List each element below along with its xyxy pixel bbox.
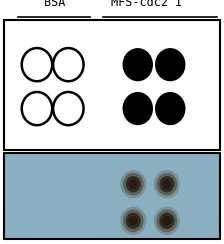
Circle shape: [123, 210, 144, 232]
Circle shape: [126, 213, 141, 229]
Text: BSA: BSA: [44, 0, 66, 9]
Circle shape: [22, 48, 52, 81]
Circle shape: [120, 207, 146, 235]
Bar: [4, 152, 220, 239]
Bar: [4, 20, 220, 150]
Circle shape: [123, 48, 153, 81]
Circle shape: [155, 48, 185, 81]
Circle shape: [129, 179, 138, 189]
Circle shape: [129, 216, 138, 226]
Circle shape: [123, 173, 144, 195]
Circle shape: [120, 170, 146, 198]
Circle shape: [53, 48, 84, 81]
Circle shape: [123, 92, 153, 125]
Circle shape: [126, 176, 141, 193]
Circle shape: [157, 210, 177, 232]
Circle shape: [22, 92, 52, 125]
Circle shape: [53, 92, 84, 125]
Circle shape: [154, 207, 180, 235]
Circle shape: [159, 176, 174, 193]
Circle shape: [157, 173, 177, 195]
Circle shape: [159, 213, 174, 229]
Text: MFS-cdc2 I: MFS-cdc2 I: [111, 0, 182, 9]
Circle shape: [162, 179, 171, 189]
Circle shape: [154, 170, 180, 198]
Circle shape: [155, 92, 185, 125]
Circle shape: [162, 216, 171, 226]
